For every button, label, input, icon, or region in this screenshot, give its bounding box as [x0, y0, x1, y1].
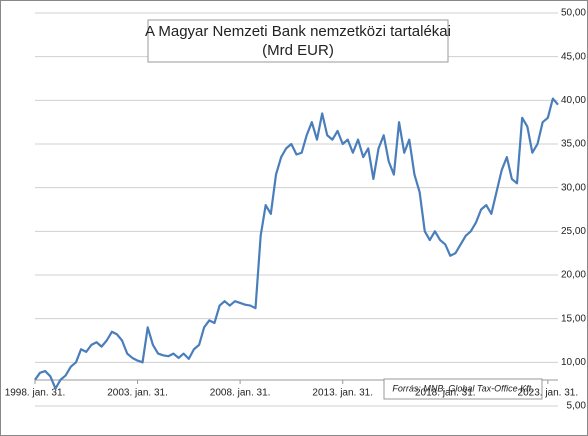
x-tick-label: 2003. jan. 31. — [107, 388, 168, 399]
x-tick-label: 2023. jan. 31. — [518, 388, 579, 399]
y-tick-label: 25,00 — [561, 226, 586, 237]
y-tick-label: 10,00 — [561, 357, 586, 368]
y-tick-label: 20,00 — [561, 270, 586, 281]
y-tick-label: 15,00 — [561, 313, 586, 324]
chart-title: A Magyar Nemzeti Bank nemzetközi tartalé… — [145, 23, 451, 40]
x-tick-label: 2018. jan. 31. — [415, 388, 476, 399]
title-box — [147, 19, 449, 63]
y-tick-label: 40,00 — [561, 95, 586, 106]
y-tick-label: 50,00 — [561, 8, 586, 19]
annotation-box — [383, 378, 543, 400]
annotation: Forrás: MNB, Global Tax-Office Kft. — [392, 383, 533, 393]
y-tick-label: 30,00 — [561, 182, 586, 193]
y-tick-label: 35,00 — [561, 139, 586, 150]
chart-subtitle: (Mrd EUR) — [262, 42, 334, 59]
data-line — [34, 97, 559, 390]
x-tick-label: 2008. jan. 31. — [210, 388, 271, 399]
x-tick-label: 1998. jan. 31. — [5, 388, 66, 399]
x-tick-label: 2013. jan. 31. — [312, 388, 373, 399]
y-tick-label: 45,00 — [561, 51, 586, 62]
y-tick-label: 5,00 — [567, 401, 587, 412]
